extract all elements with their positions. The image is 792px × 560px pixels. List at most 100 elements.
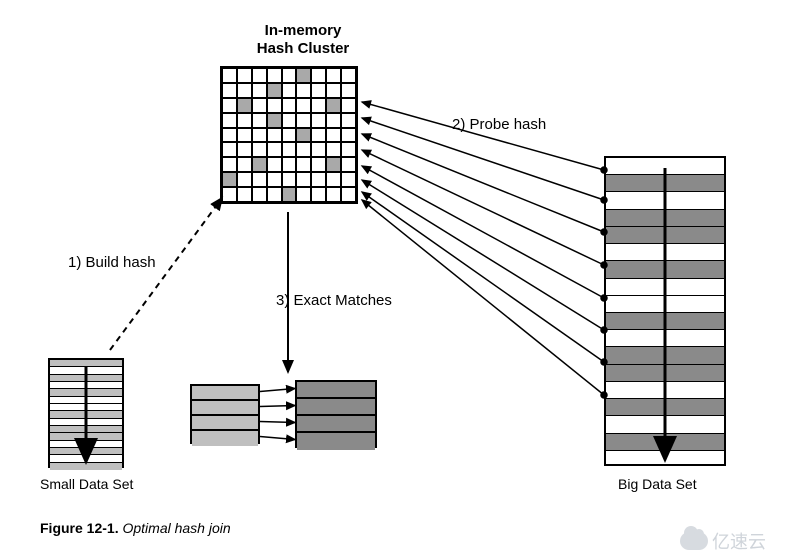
hash-cell [252, 157, 267, 172]
hash-cell [237, 83, 252, 98]
hash-cell [282, 83, 297, 98]
cloud-icon [680, 532, 708, 550]
big-ds-row [606, 210, 724, 227]
hash-cell [237, 157, 252, 172]
match-left-row [192, 386, 258, 401]
small-data-set-label: Small Data Set [40, 476, 133, 492]
hash-cell [296, 98, 311, 113]
small-ds-row [50, 419, 122, 426]
big-ds-row [606, 296, 724, 313]
hash-cell [267, 157, 282, 172]
big-ds-row [606, 347, 724, 364]
hash-cell [296, 142, 311, 157]
figure-caption: Figure 12-1. Optimal hash join [40, 520, 231, 536]
small-ds-row [50, 433, 122, 440]
hash-cell [222, 98, 237, 113]
hash-cell [311, 68, 326, 83]
hash-cell [222, 68, 237, 83]
hash-cell [282, 68, 297, 83]
hash-cell [296, 83, 311, 98]
hash-title-line2: Hash Cluster [257, 40, 350, 57]
hash-cell [282, 98, 297, 113]
hash-cell [252, 113, 267, 128]
big-ds-row [606, 416, 724, 433]
match-left-row [192, 416, 258, 431]
hash-cell [267, 68, 282, 83]
hash-cell [252, 98, 267, 113]
big-ds-row [606, 175, 724, 192]
hash-cell [267, 142, 282, 157]
small-ds-row [50, 448, 122, 455]
hash-cell [267, 128, 282, 143]
hash-cell [296, 187, 311, 202]
hash-cell [282, 172, 297, 187]
hash-cell [252, 128, 267, 143]
hash-cell [267, 172, 282, 187]
hash-cell [237, 142, 252, 157]
hash-cell [311, 113, 326, 128]
hash-cell [326, 157, 341, 172]
hash-cell [341, 98, 356, 113]
small-data-set [48, 358, 124, 468]
hash-cell [237, 128, 252, 143]
hash-cell [341, 172, 356, 187]
big-ds-row [606, 313, 724, 330]
hash-cell [237, 113, 252, 128]
hash-cell [341, 142, 356, 157]
hash-cell [222, 142, 237, 157]
caption-italic: Optimal hash join [122, 520, 230, 536]
match-right-row [297, 382, 375, 399]
hash-cell [237, 68, 252, 83]
match-right-row [297, 416, 375, 433]
hash-cell [252, 187, 267, 202]
hash-cell [341, 83, 356, 98]
hash-cell [252, 142, 267, 157]
small-ds-row [50, 389, 122, 396]
small-ds-row [50, 375, 122, 382]
small-ds-row [50, 455, 122, 462]
step2-label: 2) Probe hash [452, 116, 546, 133]
hash-cell [237, 187, 252, 202]
hash-cell [252, 83, 267, 98]
hash-cell [237, 98, 252, 113]
big-ds-row [606, 330, 724, 347]
hash-cell [222, 113, 237, 128]
hash-cell [252, 172, 267, 187]
hash-cell [326, 172, 341, 187]
hash-cell [341, 68, 356, 83]
hash-cell [296, 157, 311, 172]
big-ds-row [606, 434, 724, 451]
hash-cell [222, 187, 237, 202]
hash-cell [341, 113, 356, 128]
small-ds-row [50, 441, 122, 448]
hash-cell [326, 113, 341, 128]
hash-cell [282, 157, 297, 172]
small-ds-row [50, 411, 122, 418]
hash-cell [282, 142, 297, 157]
hash-cell [341, 157, 356, 172]
hash-cell [296, 68, 311, 83]
big-ds-row [606, 192, 724, 209]
hash-cell [326, 187, 341, 202]
small-ds-row [50, 404, 122, 411]
small-ds-row [50, 360, 122, 367]
hash-cell [311, 157, 326, 172]
big-ds-row [606, 244, 724, 261]
step3-label: 3) Exact Matches [276, 292, 392, 309]
hash-cell [311, 128, 326, 143]
big-ds-row [606, 399, 724, 416]
hash-cell [326, 128, 341, 143]
hash-cell [222, 172, 237, 187]
big-ds-row [606, 279, 724, 296]
hash-cell [222, 128, 237, 143]
watermark: 亿速云 [680, 528, 766, 554]
hash-cell [267, 98, 282, 113]
hash-cell [341, 128, 356, 143]
hash-cell [267, 113, 282, 128]
big-ds-row [606, 227, 724, 244]
hash-cell [282, 113, 297, 128]
hash-cell [237, 172, 252, 187]
match-left-row [192, 431, 258, 446]
match-right-row [297, 399, 375, 416]
caption-bold: Figure 12-1. [40, 520, 119, 536]
